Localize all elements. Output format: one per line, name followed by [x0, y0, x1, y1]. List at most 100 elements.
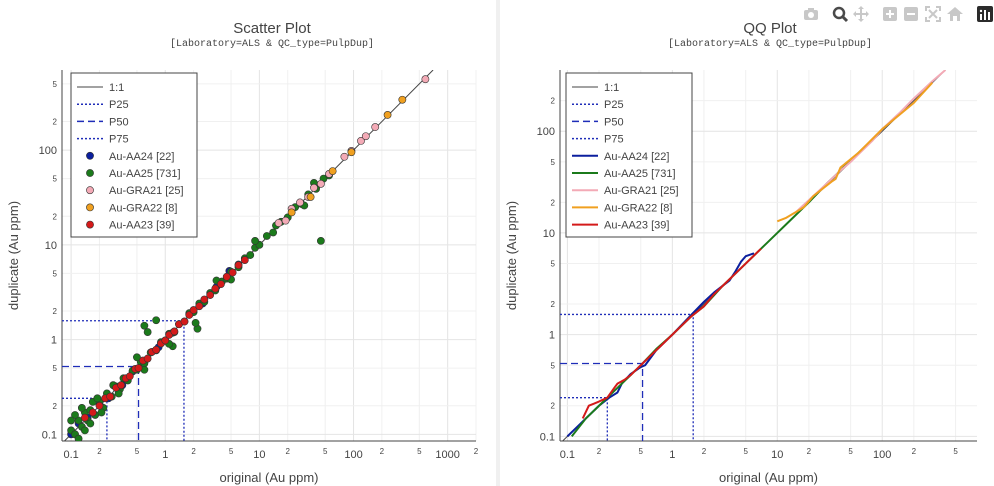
- scatter-point[interactable]: [125, 372, 134, 381]
- scatter-point[interactable]: [97, 408, 106, 417]
- scatter-point[interactable]: [371, 123, 380, 131]
- legend-item[interactable]: P75: [572, 134, 624, 146]
- scatter-point[interactable]: [106, 392, 115, 401]
- legend-item[interactable]: P50: [572, 116, 624, 128]
- scatter-point[interactable]: [185, 311, 194, 319]
- scatter-point[interactable]: [80, 426, 89, 435]
- camera-icon[interactable]: [802, 5, 820, 23]
- scatter-point[interactable]: [328, 167, 337, 175]
- scatter-point[interactable]: [152, 316, 161, 325]
- scatter-point[interactable]: [191, 318, 200, 327]
- scatter-point[interactable]: [357, 136, 365, 145]
- scatter-point[interactable]: [200, 295, 209, 304]
- plot-area[interactable]: [560, 70, 947, 444]
- x-axis-title: original (Au ppm): [719, 470, 818, 485]
- series-line[interactable]: [776, 82, 934, 223]
- zoom-out-icon[interactable]: [902, 5, 920, 23]
- legend-item[interactable]: Au-GRA22 [8]: [572, 202, 672, 214]
- modebar: [800, 5, 994, 23]
- scatter-point[interactable]: [93, 394, 102, 403]
- scatter-point[interactable]: [246, 251, 255, 259]
- scatter-point[interactable]: [88, 408, 97, 417]
- legend-item[interactable]: Au-AA25 [731]: [86, 168, 181, 180]
- scatter-point[interactable]: [74, 434, 83, 442]
- legend-item[interactable]: Au-AA25 [731]: [572, 168, 676, 180]
- scatter-point[interactable]: [310, 183, 318, 192]
- legend-item[interactable]: 1:1: [77, 82, 124, 94]
- scatter-point[interactable]: [206, 291, 215, 299]
- scatter-point[interactable]: [170, 327, 179, 336]
- scatter-point[interactable]: [77, 404, 86, 412]
- scatter-point[interactable]: [67, 416, 76, 425]
- series-line[interactable]: [581, 247, 762, 419]
- scatter-point[interactable]: [180, 317, 189, 326]
- scatter-point[interactable]: [274, 219, 283, 227]
- legend-item[interactable]: P25: [77, 99, 129, 111]
- legend-item[interactable]: Au-AA23 [39]: [86, 220, 174, 232]
- scatter-point[interactable]: [281, 216, 290, 225]
- autoscale-icon[interactable]: [924, 5, 942, 23]
- scatter-point[interactable]: [316, 236, 325, 245]
- scatter-point[interactable]: [262, 232, 271, 240]
- plotly-logo-icon[interactable]: [976, 5, 994, 23]
- scatter-point[interactable]: [251, 236, 259, 245]
- qq-plot[interactable]: QQ Plot[Laboratory=ALS & QC_type=PulpDup…: [500, 0, 994, 486]
- scatter-point[interactable]: [133, 353, 141, 362]
- scatter-point[interactable]: [361, 132, 370, 141]
- legend-item[interactable]: Au-GRA21 [25]: [86, 185, 184, 197]
- scatter-point[interactable]: [383, 111, 392, 119]
- scatter-point[interactable]: [269, 228, 278, 237]
- x-tick-label: 2: [286, 447, 291, 456]
- scatter-point[interactable]: [216, 280, 225, 288]
- pan-icon[interactable]: [852, 5, 870, 23]
- scatter-point[interactable]: [316, 179, 325, 188]
- legend-item[interactable]: P50: [77, 116, 129, 128]
- scatter-point[interactable]: [143, 354, 152, 363]
- legend-item[interactable]: 1:1: [572, 82, 619, 94]
- scatter-point[interactable]: [71, 411, 79, 419]
- zoom-in-icon[interactable]: [881, 5, 899, 23]
- scatter-point[interactable]: [86, 419, 95, 428]
- scatter-point[interactable]: [228, 268, 237, 277]
- scatter-point[interactable]: [140, 321, 149, 330]
- legend[interactable]: 1:1 P25 P50 P75 Au-AA24 [22] Au-AA25 [731] Au-…: [70, 72, 198, 238]
- x-tick-label: 10: [771, 449, 783, 461]
- scatter-point[interactable]: [340, 152, 349, 161]
- scatter-point[interactable]: [117, 381, 126, 390]
- scatter-point[interactable]: [222, 272, 231, 281]
- scatter-point[interactable]: [211, 284, 220, 293]
- scatter-point[interactable]: [134, 364, 143, 372]
- zoom-icon[interactable]: [831, 5, 849, 23]
- scatter-point[interactable]: [95, 401, 104, 410]
- scatter-point[interactable]: [195, 302, 204, 311]
- legend-label: Au-AA25 [731]: [109, 168, 181, 180]
- scatter-point[interactable]: [421, 75, 430, 84]
- plot-area[interactable]: [62, 70, 434, 443]
- scatter-point[interactable]: [143, 328, 152, 336]
- legend-item[interactable]: Au-AA24 [22]: [572, 151, 669, 163]
- scatter-point[interactable]: [398, 95, 407, 104]
- x-tick-label: 5: [323, 447, 328, 456]
- legend-item[interactable]: Au-GRA22 [8]: [86, 202, 177, 214]
- x-tick-label: 1000: [435, 449, 459, 461]
- y-tick-label: 2: [551, 97, 556, 106]
- legend-item[interactable]: P75: [77, 134, 129, 146]
- scatter-point[interactable]: [306, 193, 315, 201]
- scatter-point[interactable]: [152, 345, 161, 354]
- scatter-plot[interactable]: Scatter Plot[Laboratory=ALS & QC_type=Pu…: [0, 0, 496, 486]
- reset-axes-icon[interactable]: [946, 5, 964, 23]
- legend-item[interactable]: Au-GRA21 [25]: [572, 185, 679, 197]
- legend-item[interactable]: P25: [572, 99, 624, 111]
- scatter-point[interactable]: [240, 256, 249, 264]
- scatter-point[interactable]: [296, 198, 304, 207]
- scatter-point[interactable]: [161, 336, 170, 345]
- scatter-point[interactable]: [189, 306, 198, 314]
- scatter-point[interactable]: [347, 148, 356, 157]
- scatter-point[interactable]: [80, 413, 89, 422]
- legend-item[interactable]: Au-AA24 [22]: [86, 151, 174, 163]
- legend-item[interactable]: Au-AA23 [39]: [572, 220, 669, 232]
- x-tick-label: 5: [417, 447, 422, 456]
- scatter-point[interactable]: [287, 208, 296, 217]
- legend[interactable]: 1:1 P25 P50 P75 Au-AA24 [22] Au-AA25 [731] Au-…: [565, 72, 693, 238]
- scatter-point[interactable]: [234, 261, 243, 270]
